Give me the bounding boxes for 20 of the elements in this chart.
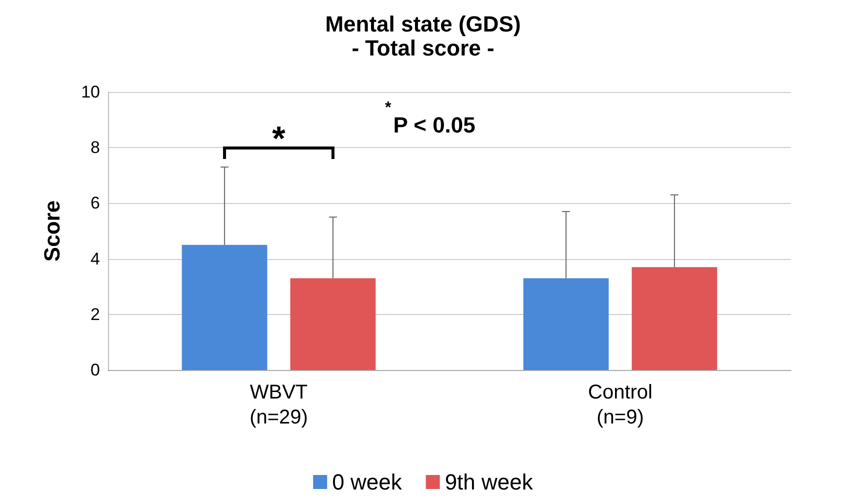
y-tick-label: 2 [90, 304, 100, 324]
y-tick-label: 10 [81, 82, 100, 102]
legend-label: 9th week [444, 470, 534, 494]
y-tick-label: 8 [90, 138, 100, 158]
bar [523, 278, 609, 370]
y-tick-label: 0 [90, 360, 100, 380]
bar [290, 278, 376, 370]
annotation: * [385, 100, 392, 116]
x-tick-label: Control (n=9) [588, 382, 652, 428]
chart-subtitle: - Total score - [352, 36, 494, 60]
chart-title: Mental state (GDS) [325, 12, 521, 36]
y-tick-label: 4 [90, 249, 100, 268]
bar [632, 267, 718, 370]
y-tick-label: 6 [90, 194, 100, 213]
legend-label: 0 week [332, 470, 403, 494]
bar [182, 244, 268, 370]
text: P < 0.05 [393, 112, 476, 138]
text: * [272, 120, 286, 158]
y-axis-title: Score [40, 200, 64, 262]
x-tick-label: WBVT (n=29) [250, 382, 308, 428]
